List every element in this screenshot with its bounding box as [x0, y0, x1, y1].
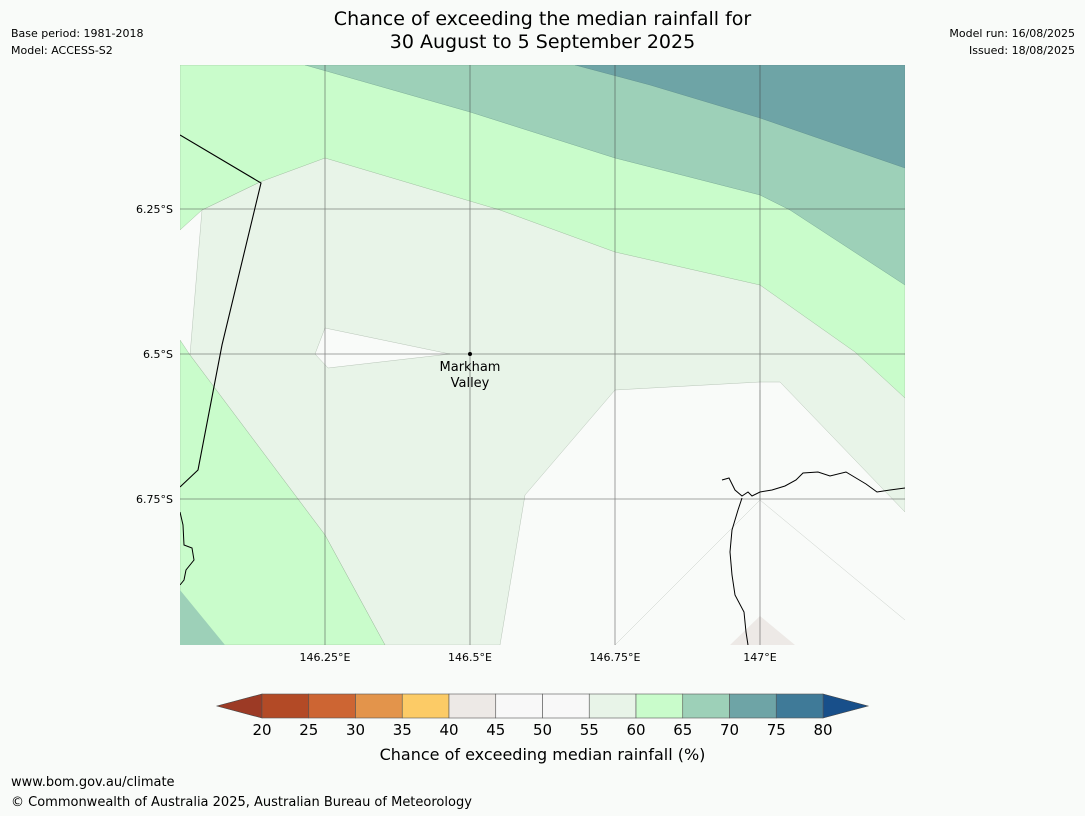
footer-url: www.bom.gov.au/climate	[11, 775, 175, 790]
rainfall-map	[180, 65, 905, 645]
colorbar-tick-label: 50	[533, 721, 552, 739]
colorbar-segment	[542, 693, 590, 719]
colorbar-segment	[308, 693, 356, 719]
colorbar-segment	[261, 693, 310, 719]
zone-40-45	[730, 616, 795, 645]
zone-70-75	[574, 65, 905, 169]
model-run-text: Model run: 16/08/2025	[949, 27, 1075, 40]
colorbar-tick-label: 30	[346, 721, 365, 739]
colorbar-under-arrow	[215, 693, 263, 719]
lon-label-147: 147°E	[743, 651, 776, 664]
colorbar-segment	[729, 693, 777, 719]
zone-65-70-corner	[180, 590, 225, 645]
colorbar-tick-label: 20	[252, 721, 271, 739]
model-text: Model: ACCESS-S2	[11, 44, 113, 57]
zone-60-65-west	[180, 339, 386, 645]
colorbar-tick-label: 80	[813, 721, 832, 739]
colorbar-segment	[448, 693, 497, 719]
metadata-right: Model run: 16/08/2025 Issued: 18/08/2025	[949, 25, 1075, 59]
footer-copyright: © Commonwealth of Australia 2025, Austra…	[11, 795, 472, 810]
colorbar-segment	[401, 693, 450, 719]
lon-label-146-25: 146.25°E	[300, 651, 351, 664]
colorbar-segment	[682, 693, 730, 719]
title-line-2: 30 August to 5 September 2025	[389, 31, 696, 53]
border-line	[180, 134, 262, 488]
colorbar-label: Chance of exceeding median rainfall (%)	[379, 745, 706, 764]
lon-label-146-75: 146.75°E	[590, 651, 641, 664]
issued-text: Issued: 18/08/2025	[968, 44, 1075, 57]
lat-label-6-75: 6.75°S	[136, 493, 173, 506]
title-line-1: Chance of exceeding the median rainfall …	[333, 8, 752, 30]
colorbar-segment	[775, 693, 824, 719]
colorbar-over-arrow	[822, 693, 870, 719]
place-label-line-1: Markham	[440, 360, 501, 375]
colorbar-tick-label: 25	[299, 721, 318, 739]
coastline-west	[180, 511, 195, 586]
colorbar-tick-label: 45	[486, 721, 505, 739]
colorbar: 20 25 30 35 40 45 50 55 60 65 70 75 80	[215, 693, 870, 739]
coastline-east	[721, 471, 905, 645]
colorbar-segment	[355, 693, 403, 719]
lat-label-6-5: 6.5°S	[143, 348, 173, 361]
colorbar-tick-label: 70	[720, 721, 739, 739]
colorbar-tick-label: 60	[626, 721, 645, 739]
place-label-line-2: Valley	[451, 376, 490, 391]
colorbar-tick-label: 65	[673, 721, 692, 739]
colorbar-segment	[635, 693, 684, 719]
colorbar-segment	[588, 693, 637, 719]
metadata-left: Base period: 1981-2018 Model: ACCESS-S2	[11, 25, 143, 59]
zone-45-55-pocket	[314, 327, 451, 369]
zone-65-70	[304, 65, 905, 286]
colorbar-segment	[495, 693, 543, 719]
lon-label-146-5: 146.5°E	[448, 651, 492, 664]
colorbar-tick-label: 55	[580, 721, 599, 739]
colorbar-tick-label: 40	[439, 721, 458, 739]
map-title: Chance of exceeding the median rainfall …	[0, 8, 1085, 54]
colorbar-tick-label: 35	[393, 721, 412, 739]
colorbar-tick-label: 75	[767, 721, 786, 739]
base-period-text: Base period: 1981-2018	[11, 27, 144, 40]
markham-valley-marker	[468, 352, 472, 356]
lat-label-6-25: 6.25°S	[136, 203, 173, 216]
